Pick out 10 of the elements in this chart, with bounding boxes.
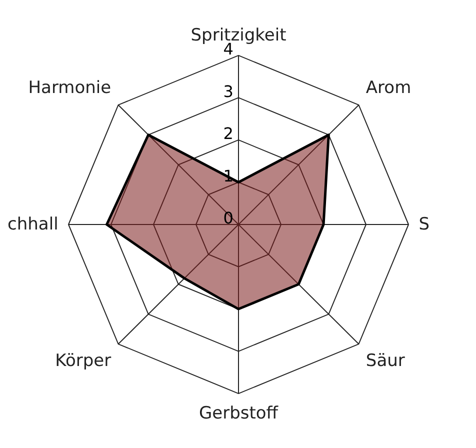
spoke-label: Säur	[366, 351, 405, 372]
y-tick-label: 2	[223, 124, 234, 144]
spoke-label: Gerbstoff	[198, 404, 280, 424]
y-tick-label: 0	[223, 208, 234, 228]
spoke-label: chhall	[8, 214, 58, 234]
y-tick-label: 3	[223, 82, 234, 101]
spoke-label: Harmonie	[28, 78, 112, 98]
spoke-label: Arom	[366, 78, 412, 98]
spoke-label: S	[418, 214, 430, 234]
spoke-label: Körper	[55, 351, 112, 372]
